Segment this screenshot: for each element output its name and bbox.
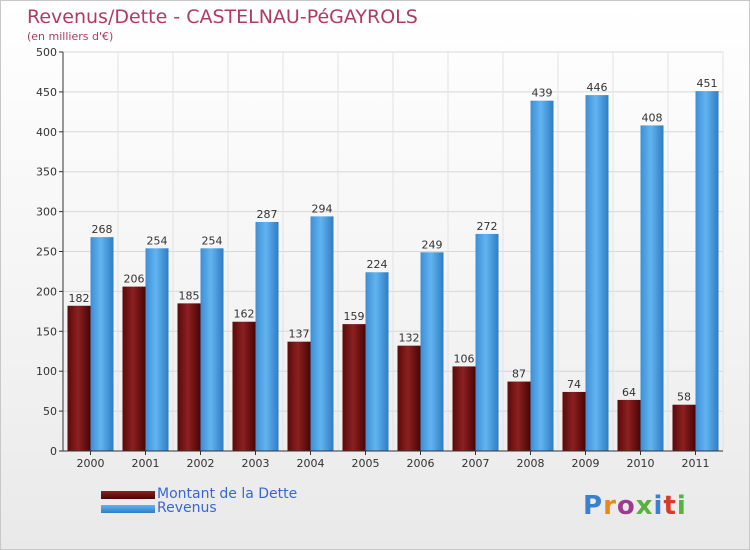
- value-label-revenus-2010: 408: [642, 111, 663, 124]
- bar-dette-2009: [562, 391, 586, 451]
- x-tick-label: 2006: [407, 457, 435, 470]
- x-tick-label: 2002: [187, 457, 215, 470]
- bar-dette-2006: [397, 345, 421, 451]
- bar-dette-2007: [452, 366, 476, 451]
- x-tick-label: 2000: [77, 457, 105, 470]
- x-tick-label: 2011: [682, 457, 710, 470]
- x-tick-label: 2005: [352, 457, 380, 470]
- bar-dette-2002: [177, 303, 201, 451]
- value-labels: 182 268 206 254 185 254 162 287 137 294 159 224 132 2…: [69, 77, 718, 404]
- x-tick-label: 2007: [462, 457, 490, 470]
- value-label-revenus-2002: 254: [202, 234, 223, 247]
- bar-dette-2008: [507, 381, 531, 451]
- chart-title: Revenus/Dette - CASTELNAU-PéGAYROLS: [27, 6, 418, 28]
- bar-revenus-2011: [695, 91, 719, 452]
- value-label-revenus-2006: 249: [422, 238, 443, 251]
- bar-revenus-2005: [365, 272, 389, 451]
- value-label-dette-2000: 182: [69, 292, 90, 305]
- bar-revenus-2003: [255, 221, 279, 451]
- value-label-revenus-2005: 224: [367, 258, 388, 271]
- bar-revenus-2010: [640, 125, 664, 451]
- bar-revenus-2004: [310, 216, 334, 451]
- bar-dette-2004: [287, 341, 311, 451]
- value-label-revenus-2008: 439: [532, 87, 553, 100]
- bar-dette-2005: [342, 324, 366, 451]
- value-label-dette-2009: 74: [567, 378, 581, 391]
- bar-dette-2010: [617, 399, 641, 451]
- logo-letter: o: [616, 491, 636, 521]
- y-tick-label: 200: [36, 285, 57, 298]
- value-label-revenus-2011: 451: [697, 77, 718, 90]
- bar-revenus-2007: [475, 233, 499, 451]
- bar-dette-2003: [232, 321, 256, 451]
- value-label-dette-2005: 159: [344, 310, 365, 323]
- bars: [67, 91, 719, 452]
- bar-revenus-2002: [200, 248, 224, 451]
- value-label-dette-2010: 64: [622, 386, 636, 399]
- value-label-revenus-2000: 268: [92, 223, 113, 236]
- value-label-revenus-2007: 272: [477, 220, 498, 233]
- bar-dette-2011: [672, 404, 696, 451]
- value-label-dette-2007: 106: [454, 352, 475, 365]
- value-label-dette-2006: 132: [399, 332, 420, 345]
- x-tick-label: 2009: [572, 457, 600, 470]
- value-label-revenus-2001: 254: [147, 234, 168, 247]
- logo-letter: t: [663, 491, 677, 521]
- logo-letter: i: [653, 491, 664, 521]
- y-tick-label: 300: [36, 206, 57, 219]
- y-tick-label: 400: [36, 126, 57, 139]
- value-label-dette-2011: 58: [677, 391, 691, 404]
- value-label-revenus-2009: 446: [587, 81, 608, 94]
- bar-dette-2001: [122, 286, 146, 451]
- x-tick-label: 2010: [627, 457, 655, 470]
- bar-revenus-2001: [145, 248, 169, 451]
- legend-label-dette: Montant de la Dette: [157, 486, 298, 502]
- legend-swatch-dette: [101, 491, 155, 499]
- x-tick-label: 2008: [517, 457, 545, 470]
- x-tick-label: 2001: [132, 457, 160, 470]
- bar-revenus-2006: [420, 252, 444, 451]
- value-label-revenus-2003: 287: [257, 208, 278, 221]
- y-tick-label: 100: [36, 365, 57, 378]
- value-label-revenus-2004: 294: [312, 202, 333, 215]
- y-tick-label: 0: [50, 445, 57, 458]
- y-tick-label: 450: [36, 86, 57, 99]
- x-tick-label: 2004: [297, 457, 325, 470]
- value-label-dette-2001: 206: [124, 273, 145, 286]
- value-label-dette-2008: 87: [512, 368, 526, 381]
- value-label-dette-2004: 137: [289, 328, 310, 341]
- y-tick-label: 350: [36, 166, 57, 179]
- logo-letter: r: [603, 491, 617, 521]
- chart-subtitle: (en milliers d'€): [27, 30, 114, 43]
- bar-revenus-2008: [530, 100, 554, 451]
- bar-dette-2000: [67, 305, 91, 451]
- logo-letter: i: [676, 491, 687, 521]
- logo-letter: x: [635, 491, 654, 521]
- bar-revenus-2009: [585, 95, 609, 451]
- x-tick-label: 2003: [242, 457, 270, 470]
- value-label-dette-2003: 162: [234, 308, 255, 321]
- logo-letter: P: [583, 491, 604, 521]
- axes: 0 50 100 150 200 250 300 350 400 450 500 2000 2001 20…: [36, 46, 723, 470]
- y-tick-label: 150: [36, 325, 57, 338]
- grid-lines: [62, 51, 724, 452]
- value-label-dette-2002: 185: [179, 289, 200, 302]
- legend-swatch-revenus: [101, 505, 155, 513]
- y-tick-label: 500: [36, 46, 57, 59]
- proxiti-logo: Proxiti: [583, 491, 687, 521]
- y-tick-label: 50: [43, 405, 57, 418]
- bar-revenus-2000: [90, 237, 114, 451]
- y-tick-label: 250: [36, 246, 57, 259]
- legend-label-revenus: Revenus: [157, 500, 217, 516]
